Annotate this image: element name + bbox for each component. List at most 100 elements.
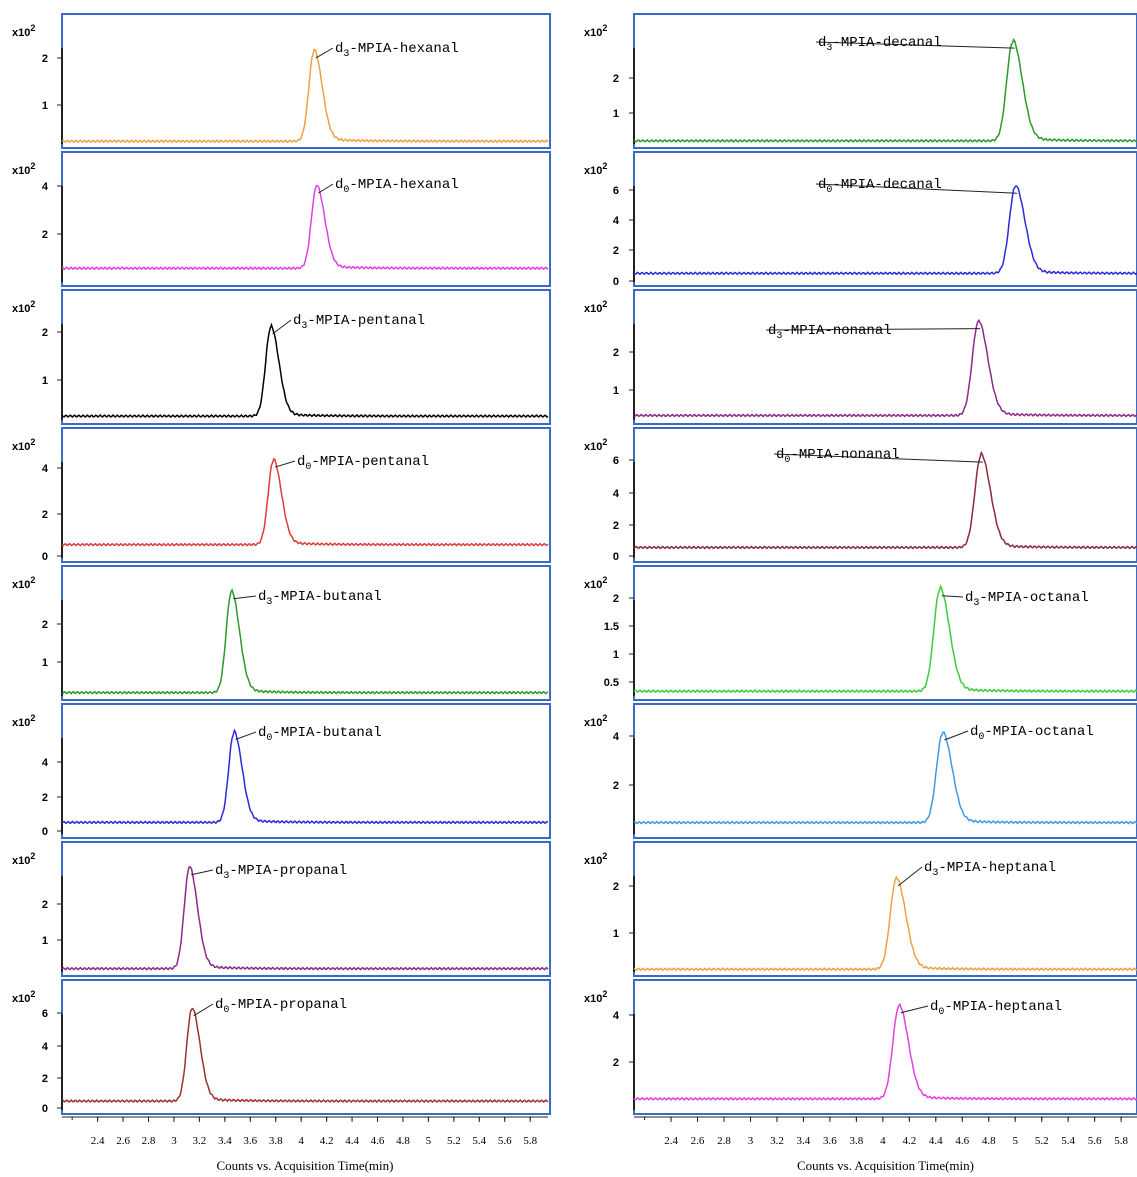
annotation-subscript: 3	[266, 597, 272, 608]
y-tick-label: 2	[42, 229, 48, 241]
y-scale-label: x102	[584, 851, 607, 867]
y-tick-label: 2	[613, 780, 619, 792]
annotation-subscript: 0	[978, 732, 984, 743]
x-tick-label: 4.6	[955, 1135, 969, 1147]
y-tick-label: 2	[42, 53, 48, 65]
chromatogram-trace	[61, 865, 549, 971]
peak-annotation: d0-MPIA-octanal	[970, 724, 1094, 743]
y-scale-exponent: 2	[30, 161, 35, 171]
y-tick-label: 2	[42, 792, 48, 804]
y-scale-label: x102	[584, 161, 607, 177]
peak-annotation: d3-MPIA-decanal	[818, 35, 942, 54]
annotation-leader	[272, 319, 292, 335]
y-tick-label: 4	[42, 463, 49, 475]
x-tick-label: 4.2	[320, 1135, 334, 1147]
x-tick-label: 3.6	[823, 1135, 837, 1147]
y-tick-label: 1	[42, 100, 48, 112]
x-tick-label: 5.6	[1088, 1135, 1102, 1147]
annotation-subscript: 3	[223, 871, 229, 882]
y-scale-exponent: 2	[602, 23, 607, 33]
y-tick-label: 1	[613, 928, 619, 940]
annotation-subscript: 3	[932, 868, 938, 879]
x-tick-label: 2.8	[717, 1135, 731, 1147]
x-tick-label: 5.8	[523, 1135, 537, 1147]
annotation-subscript: 0	[266, 733, 272, 744]
x-tick-label: 2.6	[691, 1135, 705, 1147]
y-tick-label: 2	[613, 73, 619, 85]
x-tick-label: 4.2	[902, 1135, 916, 1147]
y-tick-label: 1.5	[604, 621, 619, 633]
y-tick-label: 2	[42, 899, 48, 911]
annotation-compound: -MPIA-propanal	[229, 997, 347, 1013]
y-scale-exponent: 2	[30, 989, 35, 999]
y-tick-label: 1	[613, 385, 619, 397]
annotation-leader	[944, 730, 969, 741]
x-tick-label: 2.8	[142, 1135, 156, 1147]
x-tick-label: 2.6	[116, 1135, 130, 1147]
annotation-subscript: 3	[343, 49, 349, 60]
annotation-prefix: d	[335, 41, 343, 57]
y-scale-label: x102	[584, 437, 607, 453]
panel-frame	[633, 289, 1137, 425]
x-tick-label: 5	[1012, 1135, 1018, 1147]
annotation-prefix: d	[297, 454, 305, 470]
annotation-leader	[318, 183, 334, 194]
annotation-prefix: d	[776, 447, 784, 463]
annotation-leader	[815, 183, 1018, 194]
chromatogram-trace	[633, 875, 1137, 972]
y-tick-label: 2	[42, 327, 48, 339]
annotation-leader	[191, 869, 214, 876]
chromatogram-trace	[633, 450, 1137, 550]
annotation-leader	[815, 41, 1015, 49]
peak-annotation: d3-MPIA-nonanal	[768, 323, 892, 342]
y-scale-exponent: 2	[30, 575, 35, 585]
annotation-prefix: d	[768, 323, 776, 339]
y-tick-label: 4	[613, 215, 620, 227]
annotation-compound: -MPIA-nonanal	[790, 447, 899, 463]
y-tick-label: 4	[42, 757, 49, 769]
x-tick-label: 5.2	[1035, 1135, 1049, 1147]
panel-frame	[633, 841, 1137, 977]
chromatogram-trace	[633, 318, 1137, 418]
chromatogram-trace	[61, 322, 549, 419]
annotation-leader	[275, 460, 296, 468]
y-tick-label: 2	[613, 881, 619, 893]
y-tick-label: 0	[42, 1103, 48, 1115]
peak-annotation: d3-MPIA-heptanal	[924, 860, 1056, 879]
chromatogram-trace	[633, 38, 1137, 143]
annotation-compound: -MPIA-pentanal	[311, 454, 429, 470]
y-scale-exponent: 2	[602, 299, 607, 309]
annotation-subscript: 0	[826, 185, 832, 196]
x-axis-title: Counts vs. Acquisition Time(min)	[797, 1158, 974, 1173]
panel-frame	[61, 13, 551, 149]
annotation-compound: -MPIA-butanal	[272, 725, 381, 741]
peak-annotation: d0-MPIA-hexanal	[335, 177, 459, 196]
y-scale-label: x102	[584, 713, 607, 729]
panel-frame	[61, 565, 551, 701]
annotation-prefix: d	[258, 725, 266, 741]
annotation-compound: -MPIA-hexanal	[349, 177, 458, 193]
peak-annotation: d3-MPIA-butanal	[258, 589, 382, 608]
annotation-leader	[235, 731, 257, 740]
x-tick-label: 4	[880, 1135, 886, 1147]
y-scale-label: x102	[584, 299, 607, 315]
peak-annotation: d3-MPIA-hexanal	[335, 41, 459, 60]
panel-frame	[633, 151, 1137, 287]
chromatogram-trace	[61, 457, 549, 547]
chromatogram-panel-right-8: x102 4 2 d0-MPIA-heptanal	[584, 979, 1137, 1115]
y-tick-label: 2	[613, 1057, 619, 1069]
x-tick-label: 3.8	[269, 1135, 283, 1147]
chromatogram-trace	[633, 1002, 1137, 1101]
annotation-subscript: 3	[301, 321, 307, 332]
annotation-leader	[193, 1003, 214, 1017]
y-scale-exponent: 2	[602, 437, 607, 447]
x-tick-label: 4	[298, 1135, 304, 1147]
